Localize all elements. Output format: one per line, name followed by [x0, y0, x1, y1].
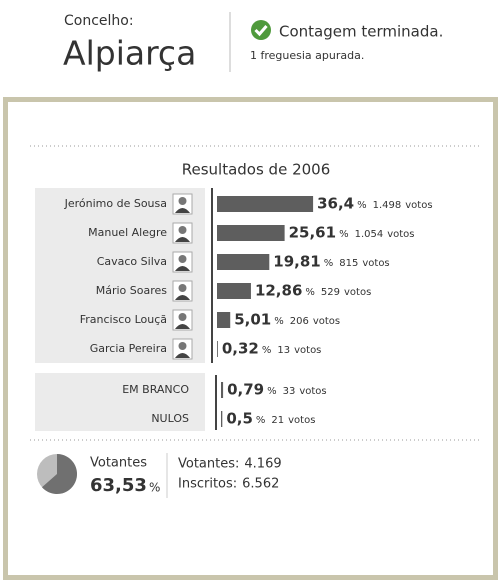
candidates-panel	[35, 188, 205, 363]
bar	[217, 254, 270, 270]
pct-sign: %	[262, 345, 272, 356]
candidate-photo	[172, 222, 193, 244]
candidate-name: NULOS	[151, 412, 189, 425]
candidate-photo	[172, 338, 193, 360]
others-panel	[35, 373, 205, 431]
votes: 13	[277, 345, 290, 356]
bar	[217, 312, 231, 328]
pct-sign: %	[267, 386, 277, 397]
candidate-photo	[172, 193, 193, 215]
pct-value: 0,5	[226, 410, 253, 428]
votes-unit: votos	[344, 287, 371, 298]
photo-body	[175, 237, 190, 242]
candidate-name: EM BRANCO	[122, 383, 189, 396]
photo-head	[178, 255, 187, 263]
turnout-label: Votantes	[90, 456, 147, 471]
results-title: Resultados de 2006	[182, 161, 331, 179]
pct-value: 36,4	[317, 195, 354, 213]
bar	[217, 196, 314, 212]
votes: 1.054	[355, 229, 384, 240]
pct-value: 25,61	[289, 224, 336, 242]
council-label: Concelho:	[64, 13, 134, 29]
candidate-name: Jerónimo de Sousa	[64, 197, 167, 210]
candidate-photo	[172, 280, 193, 302]
candidate-photo	[172, 251, 193, 273]
photo-body	[175, 324, 190, 329]
pct-sign: %	[357, 200, 367, 211]
votes-unit: votos	[313, 316, 340, 327]
photo-body	[175, 266, 190, 271]
bar	[221, 411, 223, 427]
votes: 33	[283, 386, 296, 397]
votes-unit: votos	[299, 386, 326, 397]
pct-sign: %	[256, 415, 266, 426]
turnout-pct: 63,53	[90, 475, 147, 496]
status-detail: 1 freguesia apurada.	[250, 49, 364, 62]
pct-value: 0,79	[227, 381, 264, 399]
photo-head	[178, 284, 187, 292]
photo-head	[178, 313, 187, 321]
registered: 6.562	[242, 477, 279, 492]
photo-body	[175, 208, 190, 213]
candidate-photo	[172, 309, 193, 331]
photo-head	[178, 342, 187, 350]
pct-sign: %	[339, 229, 349, 240]
pct-value: 0,32	[222, 340, 259, 358]
voters: 4.169	[244, 457, 281, 472]
pct-sign: %	[324, 258, 334, 269]
votes: 529	[321, 287, 340, 298]
bar	[217, 283, 251, 299]
candidate-name: Cavaco Silva	[97, 255, 167, 268]
photo-body	[175, 295, 190, 300]
votes-unit: votos	[387, 229, 414, 240]
bar	[217, 225, 285, 241]
pct-sign: %	[274, 316, 284, 327]
photo-body	[175, 353, 190, 358]
bar	[221, 382, 224, 398]
check-icon	[251, 20, 271, 40]
registered-label: Inscritos:	[178, 477, 237, 492]
photo-head	[178, 197, 187, 205]
votes-unit: votos	[294, 345, 321, 356]
pct-sign: %	[149, 481, 160, 495]
status: Contagem terminada.	[279, 23, 443, 41]
votes: 206	[290, 316, 309, 327]
votes: 815	[339, 258, 358, 269]
votes: 1.498	[373, 200, 402, 211]
candidate-name: Manuel Alegre	[88, 226, 167, 239]
voters-label: Votantes:	[178, 457, 239, 472]
pct-value: 12,86	[255, 282, 302, 300]
pct-value: 5,01	[234, 311, 271, 329]
votes: 21	[271, 415, 284, 426]
candidate-name: Francisco Louçã	[80, 313, 167, 326]
council-name: Alpiarça	[63, 34, 196, 73]
photo-head	[178, 226, 187, 234]
candidate-name: Garcia Pereira	[90, 342, 167, 355]
pie-slice	[41, 454, 77, 494]
bar	[217, 341, 218, 357]
votes-unit: votos	[405, 200, 432, 211]
votes-unit: votos	[362, 258, 389, 269]
pct-value: 19,81	[273, 253, 320, 271]
pct-sign: %	[305, 287, 315, 298]
votes-unit: votos	[288, 415, 315, 426]
candidate-name: Mário Soares	[96, 284, 168, 297]
